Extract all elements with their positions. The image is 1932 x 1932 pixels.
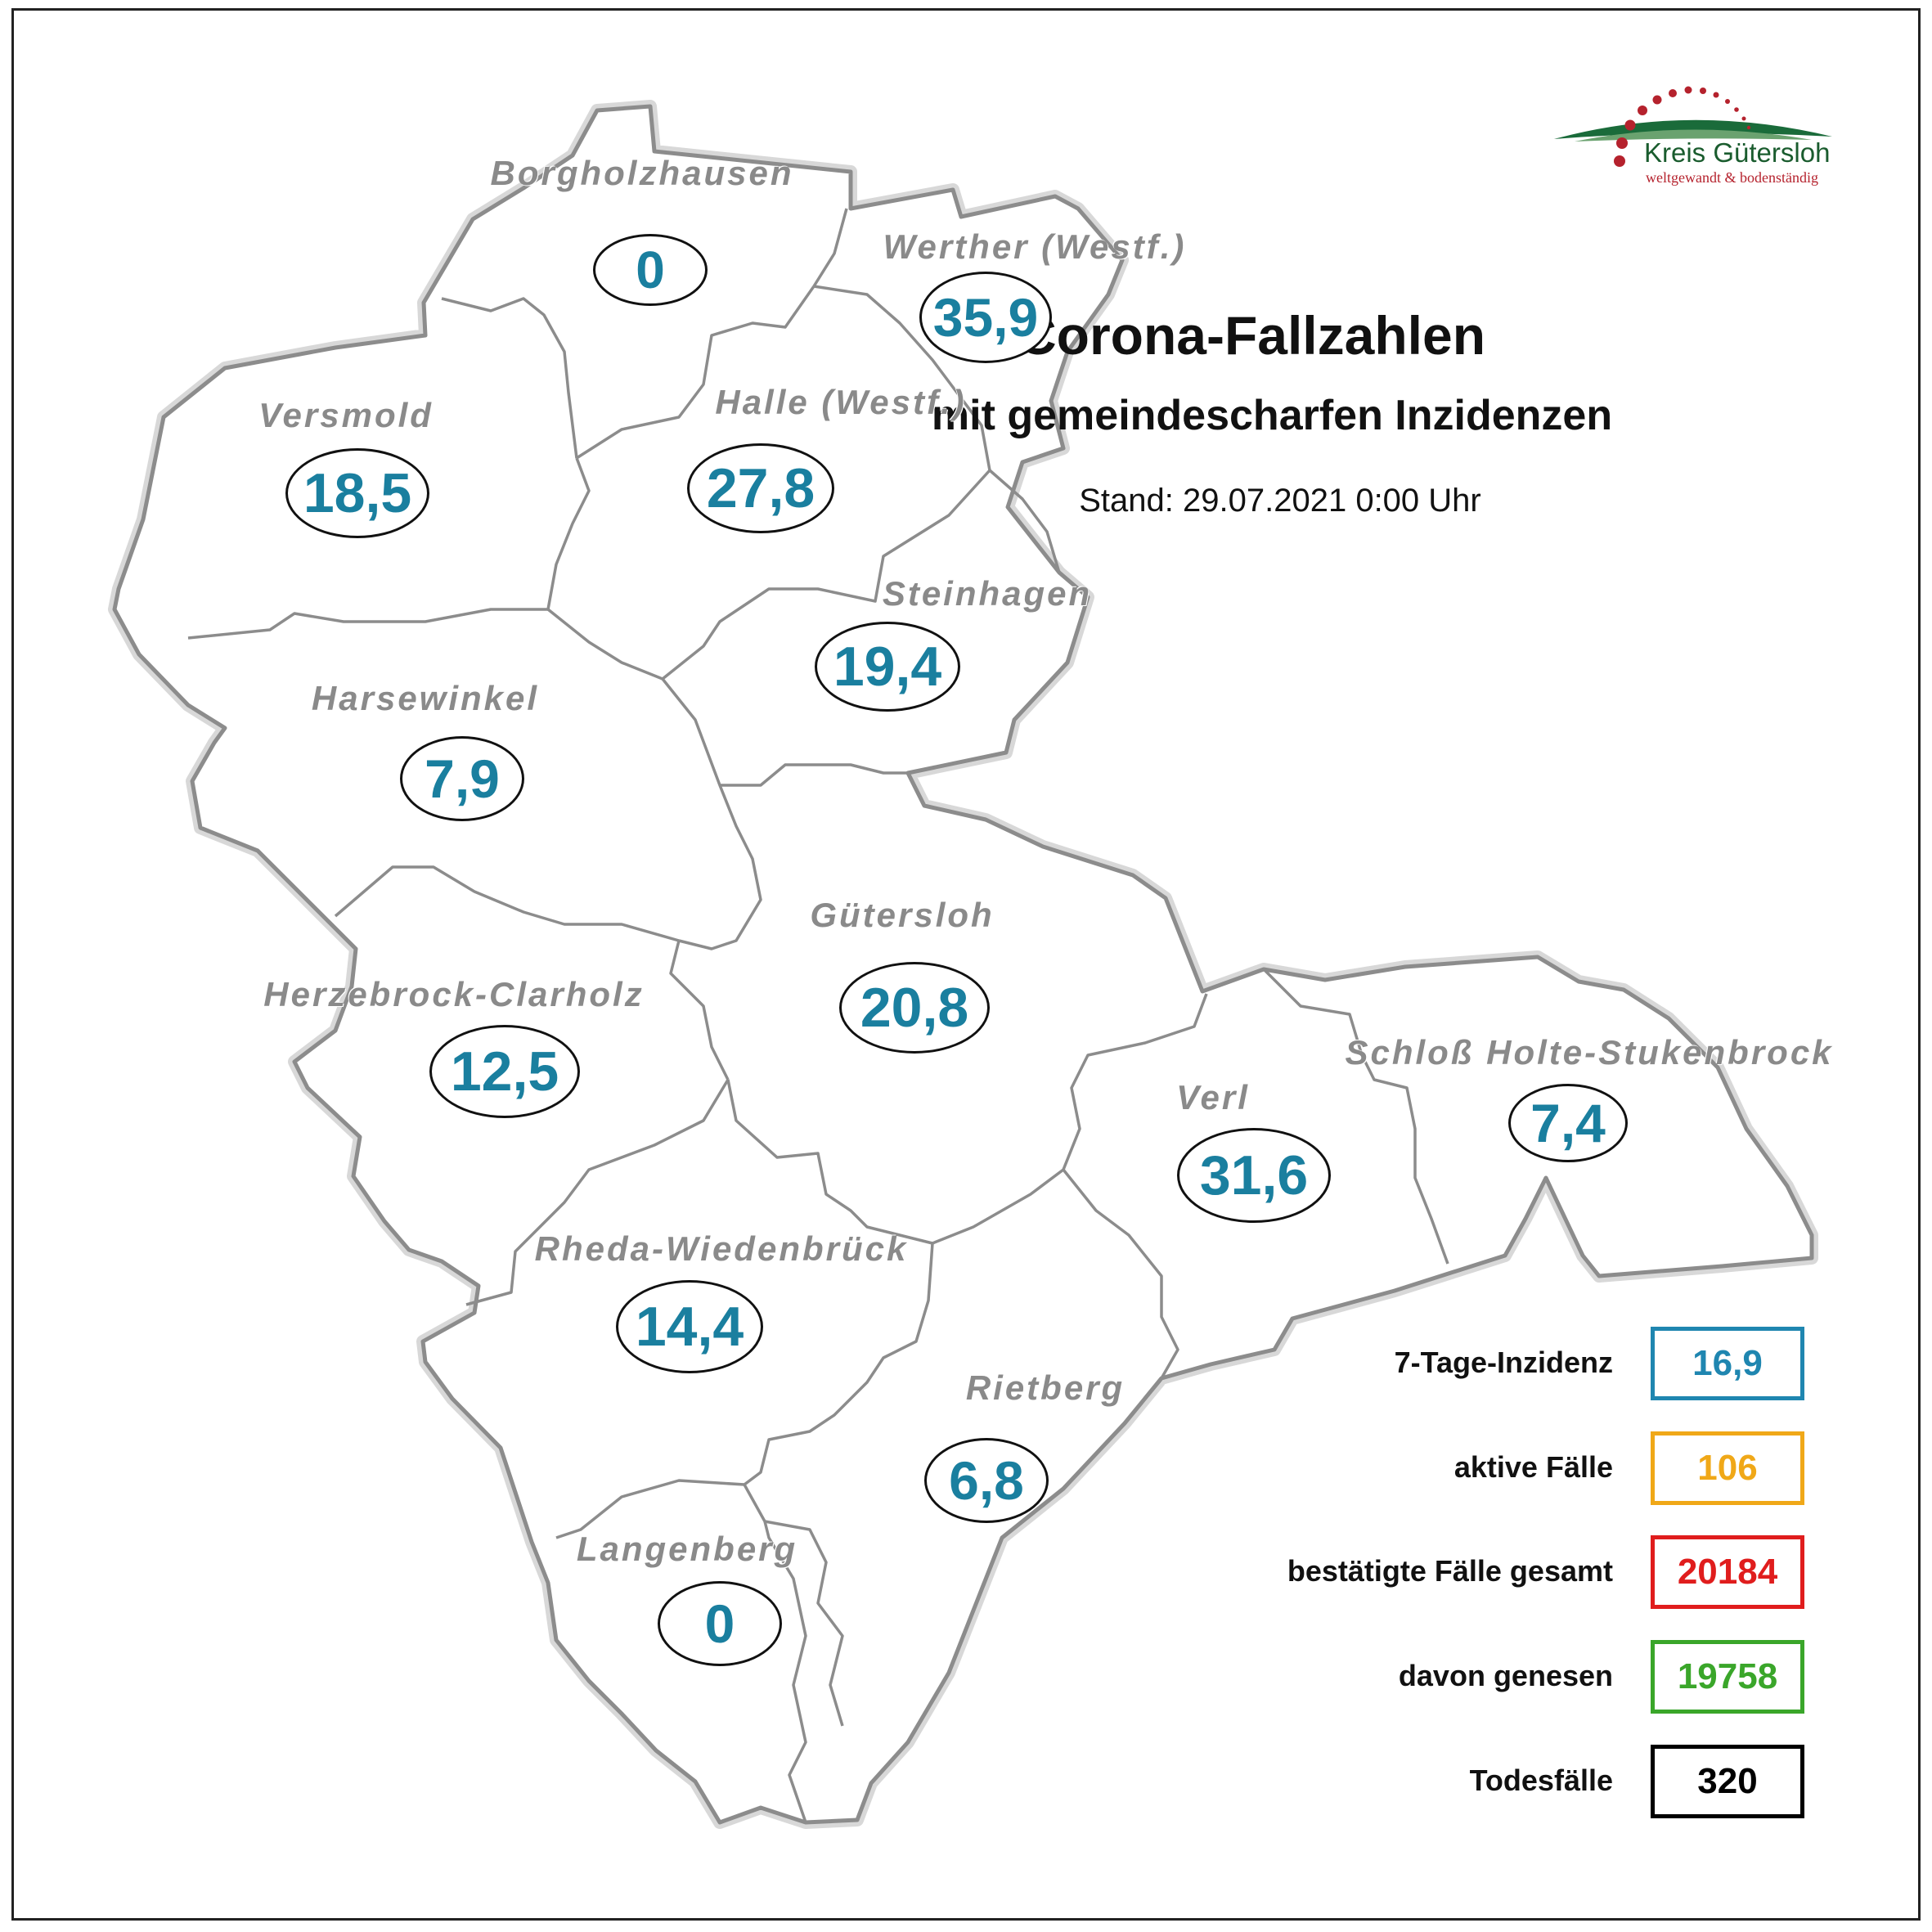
municipality-name-versmold: Versmold [258, 396, 434, 434]
logo-tagline: weltgewandt & bodenständig [1646, 169, 1818, 186]
border-harsewinkel-guetersloh [661, 677, 762, 950]
municipality-name-harsewinkel: Harsewinkel [311, 679, 540, 717]
border-guetersloh-rheda [726, 1079, 933, 1245]
municipality-incidence-harsewinkel: 7,9 [400, 736, 524, 821]
municipality-name-guetersloh: Gütersloh [810, 896, 995, 934]
border-borgholzhausen-werther [812, 208, 848, 287]
border-werther-halle [813, 285, 991, 471]
border-halle-harsewinkel [546, 608, 663, 681]
municipality-name-rietberg: Rietberg [965, 1368, 1126, 1407]
municipality-incidence-langenberg: 0 [658, 1581, 782, 1666]
border-steinhagen-werther [988, 469, 1061, 573]
legend-value-aktive-faelle: 106 [1651, 1431, 1804, 1505]
municipality-name-werther: Werther (Westf.) [883, 227, 1187, 266]
border-borgholzhausen-versmold [441, 297, 578, 459]
municipality-incidence-verl: 31,6 [1177, 1128, 1331, 1223]
map-subtitle: mit gemeindescharfen Inzidenzen [931, 392, 1613, 439]
border-guetersloh-verl [1062, 993, 1208, 1170]
municipality-incidence-steinhagen: 19,4 [815, 622, 960, 712]
municipality-name-verl: Verl [1176, 1078, 1250, 1117]
logo-name: Kreis Gütersloh [1644, 137, 1831, 168]
border-borgholzhausen-halle [576, 285, 815, 460]
municipality-name-rheda-wiedenbrueck: Rheda-Wiedenbrück [534, 1229, 909, 1268]
border-verl-shs [1262, 968, 1449, 1265]
border-halle-steinhagen [661, 469, 991, 681]
border-verl-rietberg [1062, 1168, 1179, 1379]
border-langenberg-rietberg [764, 1520, 844, 1727]
municipality-incidence-versmold: 18,5 [285, 448, 429, 538]
border-guetersloh-rietberg [932, 1168, 1065, 1245]
border-herzebrock-guetersloh [669, 940, 730, 1081]
legend-label-aktive-faelle: aktive Fälle [1453, 1450, 1613, 1484]
data-timestamp: Stand: 29.07.2021 0:00 Uhr [1079, 483, 1481, 519]
municipality-name-borgholzhausen: Borgholzhausen [490, 154, 794, 192]
municipality-name-langenberg: Langenberg [576, 1530, 798, 1568]
legend-value-davon-genesen: 19758 [1651, 1640, 1804, 1714]
municipality-incidence-herzebrock-clarholz: 12,5 [429, 1025, 580, 1118]
municipality-incidence-werther: 35,9 [919, 272, 1052, 363]
legend-label-7-tage-inzidenz: 7-Tage-Inzidenz [1394, 1346, 1613, 1379]
district-outline [112, 104, 1814, 1825]
municipality-incidence-rietberg: 6,8 [924, 1438, 1049, 1523]
municipality-name-schloss-holte-stukenbrock: Schloß Holte-Stukenbrock [1345, 1033, 1834, 1072]
legend-label-davon-genesen: davon genesen [1398, 1659, 1613, 1692]
legend-value-bestaetigte-faelle: 20184 [1651, 1535, 1804, 1609]
municipality-incidence-halle: 27,8 [687, 443, 834, 533]
municipality-name-herzebrock-clarholz: Herzebrock-Clarholz [263, 975, 645, 1013]
municipality-incidence-rheda-wiedenbrueck: 14,4 [616, 1280, 763, 1373]
kreis-guetersloh-logo [1554, 86, 1832, 167]
municipality-incidence-borgholzhausen: 0 [593, 234, 708, 306]
border-herzebrock-rheda [465, 1079, 730, 1306]
municipality-incidence-schloss-holte-stukenbrock: 7,4 [1508, 1084, 1628, 1162]
legend-value-7-tage-inzidenz: 16,9 [1651, 1327, 1804, 1400]
image-frame [11, 8, 1921, 1921]
border-steinhagen-guetersloh [720, 763, 908, 787]
municipality-name-halle: Halle (Westf.) [715, 383, 967, 421]
legend-label-bestaetigte-faelle: bestätigte Fälle gesamt [1287, 1554, 1613, 1588]
municipality-name-steinhagen: Steinhagen [882, 574, 1093, 613]
map-title: Corona-Fallzahlen [1017, 305, 1486, 366]
border-harsewinkel-herzebrock [334, 865, 680, 942]
border-rheda-langenberg [555, 1479, 745, 1539]
border-versmold-halle [546, 457, 591, 610]
border-versmold-harsewinkel [187, 608, 548, 640]
legend-value-todesfaelle: 320 [1651, 1745, 1804, 1818]
border-rheda-rietberg [743, 1242, 934, 1823]
legend-label-todesfaelle: Todesfälle [1469, 1764, 1613, 1797]
municipality-incidence-guetersloh: 20,8 [839, 962, 990, 1054]
